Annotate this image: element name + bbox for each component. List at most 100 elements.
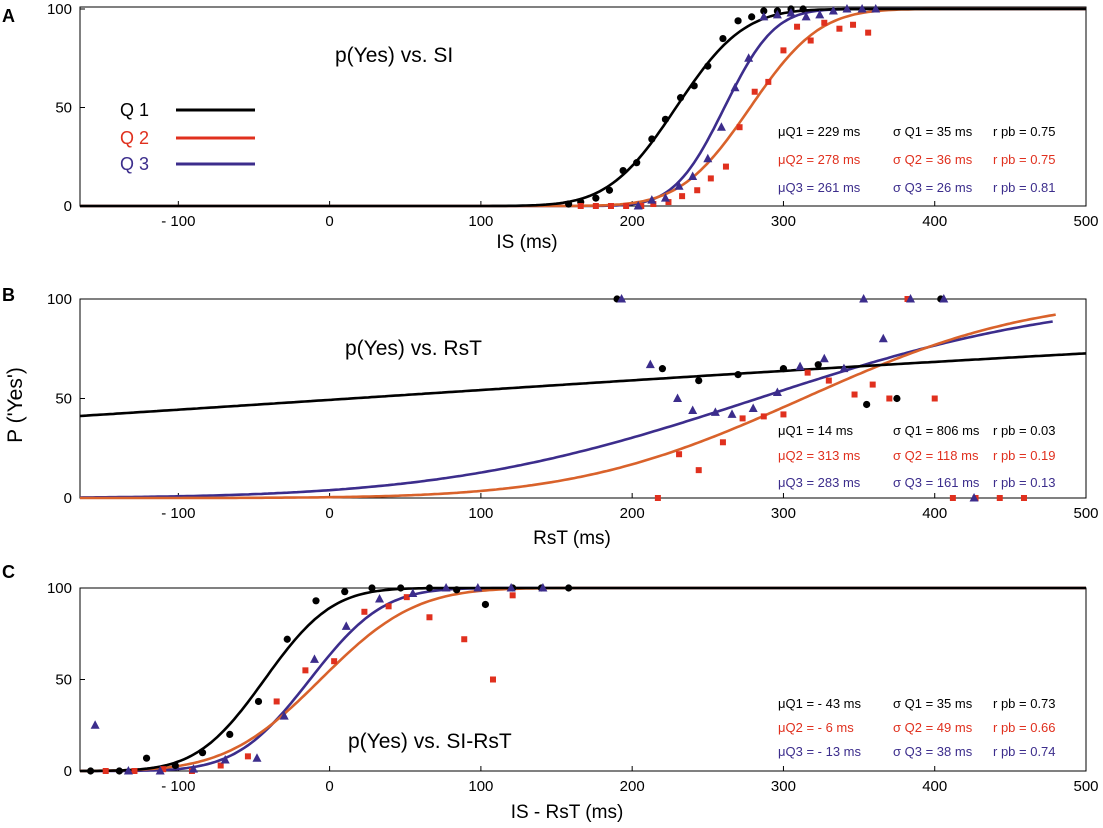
panel-a-xtick-label: 300 xyxy=(771,213,796,230)
panel-b-stat-r-q3: r pb = 0.13 xyxy=(993,475,1056,490)
panel-a-point-q3 xyxy=(730,82,740,92)
panel-b-x-axis-label: RsT (ms) xyxy=(533,528,611,549)
panel-c-stat-r-q1: r pb = 0.73 xyxy=(993,696,1056,711)
panel-c-point-q3 xyxy=(441,583,451,592)
panel-b-stat-r-q2: r pb = 0.19 xyxy=(993,448,1056,463)
panel-c-point-q1 xyxy=(171,761,179,770)
panel-a-stat-mu-q2: μQ2 = 278 ms xyxy=(778,152,861,167)
panel-c-point-q1 xyxy=(283,635,291,643)
panel-a-point-q1 xyxy=(704,62,712,70)
panel-b-label: B xyxy=(2,285,15,305)
panel-a-point-q2 xyxy=(592,203,599,209)
panel-a-stat-mu-q3: μQ3 = 261 ms xyxy=(778,180,861,195)
panel-a-stat-mu-q1: μQ1 = 229 ms xyxy=(778,124,861,139)
panel-a-ytick-label: 0 xyxy=(64,198,72,215)
panel-c-point-q2 xyxy=(331,658,338,665)
panel-a-point-q3 xyxy=(633,201,643,210)
panel-c-point-q2 xyxy=(426,614,433,621)
panel-c-xtick-label: 0 xyxy=(325,778,333,795)
panel-b-point-q2 xyxy=(825,377,832,384)
panel-a-point-q2 xyxy=(780,47,787,54)
legend-q2-label: Q 2 xyxy=(120,128,149,148)
panel-b-ytick-label: 100 xyxy=(47,291,72,308)
panel-c-point-q1 xyxy=(142,754,151,762)
panel-c-point-q3 xyxy=(538,583,548,592)
panel-c-point-q1 xyxy=(453,586,461,594)
panel-a-point-q2 xyxy=(623,203,630,209)
panel-c-stat-sigma-q1: σ Q1 = 35 ms xyxy=(893,696,973,711)
panel-c-point-q2 xyxy=(461,636,468,643)
panel-a-stat-r-q1: r pb = 0.75 xyxy=(993,124,1056,139)
legend-q3-label: Q 3 xyxy=(120,154,149,174)
panel-c-point-q2 xyxy=(403,594,410,601)
panel-a-point-q3 xyxy=(716,122,726,131)
panel-a-point-q2 xyxy=(865,29,872,36)
panel-b-point-q2 xyxy=(904,296,911,302)
panel-a: A - 100 0 100 200 300 400 500 0 50 100 p(Yes) vs.… xyxy=(2,1,1099,253)
panel-b-xtick-label: 100 xyxy=(468,505,493,522)
panel-b-stat-mu-q1: μQ1 = 14 ms xyxy=(778,423,854,438)
panel-c-x-axis-label: IS - RsT (ms) xyxy=(511,802,624,823)
panel-c-ytick-label: 100 xyxy=(47,580,72,597)
panel-b-point-q3 xyxy=(645,359,655,369)
panel-b-point-q1 xyxy=(779,365,788,373)
panel-b-point-q3 xyxy=(939,294,949,303)
panel-b-point-q3 xyxy=(878,333,888,343)
panel-c-point-q1 xyxy=(341,588,349,596)
panel-b-point-q2 xyxy=(780,411,787,418)
panel-c-point-q3 xyxy=(155,766,165,775)
panel-a-point-q2 xyxy=(665,199,672,206)
panel-c-point-q1 xyxy=(368,584,376,592)
panel-a-point-q3 xyxy=(772,9,782,19)
panel-a-point-q1 xyxy=(799,5,807,13)
panel-a-point-q2 xyxy=(638,203,645,209)
panel-c-xtick-label: 300 xyxy=(771,778,796,795)
panel-a-xtick-label: 100 xyxy=(468,213,493,230)
panel-a-point-q3 xyxy=(786,7,796,17)
panel-a-point-q3 xyxy=(703,153,713,163)
panel-c-point-q3 xyxy=(123,766,133,775)
panel-c-point-q3 xyxy=(506,583,516,592)
panel-c-xtick-label: 200 xyxy=(620,778,645,795)
panel-c-point-q3 xyxy=(90,720,100,729)
panel-a-point-q2 xyxy=(751,88,758,95)
panel-b-fit-curve-q3 xyxy=(79,320,1053,499)
panel-b-point-q3 xyxy=(795,361,805,371)
panel-b-point-q1 xyxy=(863,400,871,409)
panel-c-ytick-label: 0 xyxy=(64,763,72,780)
panel-b-point-q2 xyxy=(760,413,767,420)
panel-c-xtick-label: - 100 xyxy=(161,778,195,795)
panel-b-point-q3 xyxy=(772,387,782,397)
panel-b-point-q2 xyxy=(886,395,893,402)
panel-a-point-q1 xyxy=(760,7,768,15)
panel-b-point-q3 xyxy=(748,403,758,412)
panel-c-point-q2 xyxy=(217,762,224,769)
panel-c-point-q1 xyxy=(86,767,95,775)
panel-c-point-q2 xyxy=(160,766,167,773)
panel-b-fit-curve-q2 xyxy=(80,313,1056,500)
panel-c-point-q1 xyxy=(425,584,434,592)
panel-c-stat-r-q3: r pb = 0.74 xyxy=(993,744,1056,759)
panel-c-point-q3 xyxy=(220,755,230,764)
panel-c-point-q1 xyxy=(254,697,263,706)
panel-c-stats: μQ1 = - 43 ms σ Q1 = 35 ms r pb = 0.73 μ… xyxy=(778,696,1056,759)
panel-c-stat-mu-q1: μQ1 = - 43 ms xyxy=(778,696,861,711)
panel-b-ytick-label: 50 xyxy=(55,391,72,408)
panel-c-point-q3 xyxy=(341,621,351,630)
panel-a-point-q1 xyxy=(648,135,656,143)
panel-a-ticks: - 100 0 100 200 300 400 500 0 50 100 xyxy=(47,1,1099,230)
panel-b-stats: μQ1 = 14 ms σ Q1 = 806 ms r pb = 0.03 μQ… xyxy=(778,423,1056,490)
panel-a-point-q1 xyxy=(592,194,600,202)
legend-q1-label: Q 1 xyxy=(120,100,149,120)
panel-c-point-q2 xyxy=(131,768,138,774)
panel-a-point-q2 xyxy=(850,21,857,28)
panel-a-stat-sigma-q2: σ Q2 = 36 ms xyxy=(893,152,973,167)
legend: Q 1 Q 2 Q 3 xyxy=(120,100,255,174)
panel-a-point-q3 xyxy=(674,181,684,190)
panel-b-xtick-label: 300 xyxy=(771,505,796,522)
panel-b-point-q2 xyxy=(719,439,726,446)
panel-b-point-q1 xyxy=(734,371,742,379)
panel-c-point-q3 xyxy=(375,593,385,603)
panel-a-xtick-label: 0 xyxy=(325,213,333,230)
panel-c-point-q2 xyxy=(361,608,368,615)
